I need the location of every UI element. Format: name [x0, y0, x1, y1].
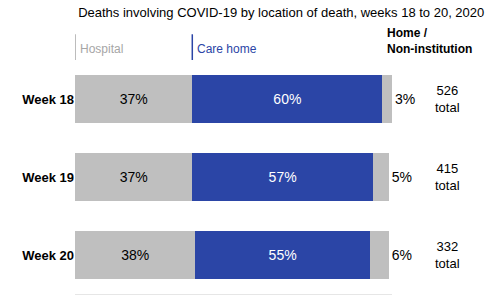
svg-text:Home /Non-institution: Home /Non-institution — [387, 26, 472, 56]
svg-text:Hospital: Hospital — [80, 42, 123, 56]
svg-text:415total: 415total — [435, 161, 460, 193]
svg-text:55%: 55% — [269, 247, 297, 263]
svg-text:37%: 37% — [120, 91, 148, 107]
svg-text:Deaths involving COVID-19 by l: Deaths involving COVID-19 by location of… — [78, 5, 484, 20]
svg-text:37%: 37% — [120, 169, 148, 185]
svg-text:Week 19: Week 19 — [22, 170, 74, 185]
svg-text:60%: 60% — [273, 91, 301, 107]
svg-text:57%: 57% — [269, 169, 297, 185]
svg-text:526total: 526total — [435, 83, 460, 115]
svg-text:5%: 5% — [392, 169, 412, 185]
svg-text:6%: 6% — [392, 247, 412, 263]
svg-text:3%: 3% — [395, 91, 415, 107]
svg-text:Care home: Care home — [197, 42, 257, 56]
svg-text:Week 20: Week 20 — [22, 248, 74, 263]
svg-text:Week 18: Week 18 — [22, 92, 74, 107]
svg-text:38%: 38% — [121, 247, 149, 263]
svg-text:332total: 332total — [435, 239, 460, 271]
